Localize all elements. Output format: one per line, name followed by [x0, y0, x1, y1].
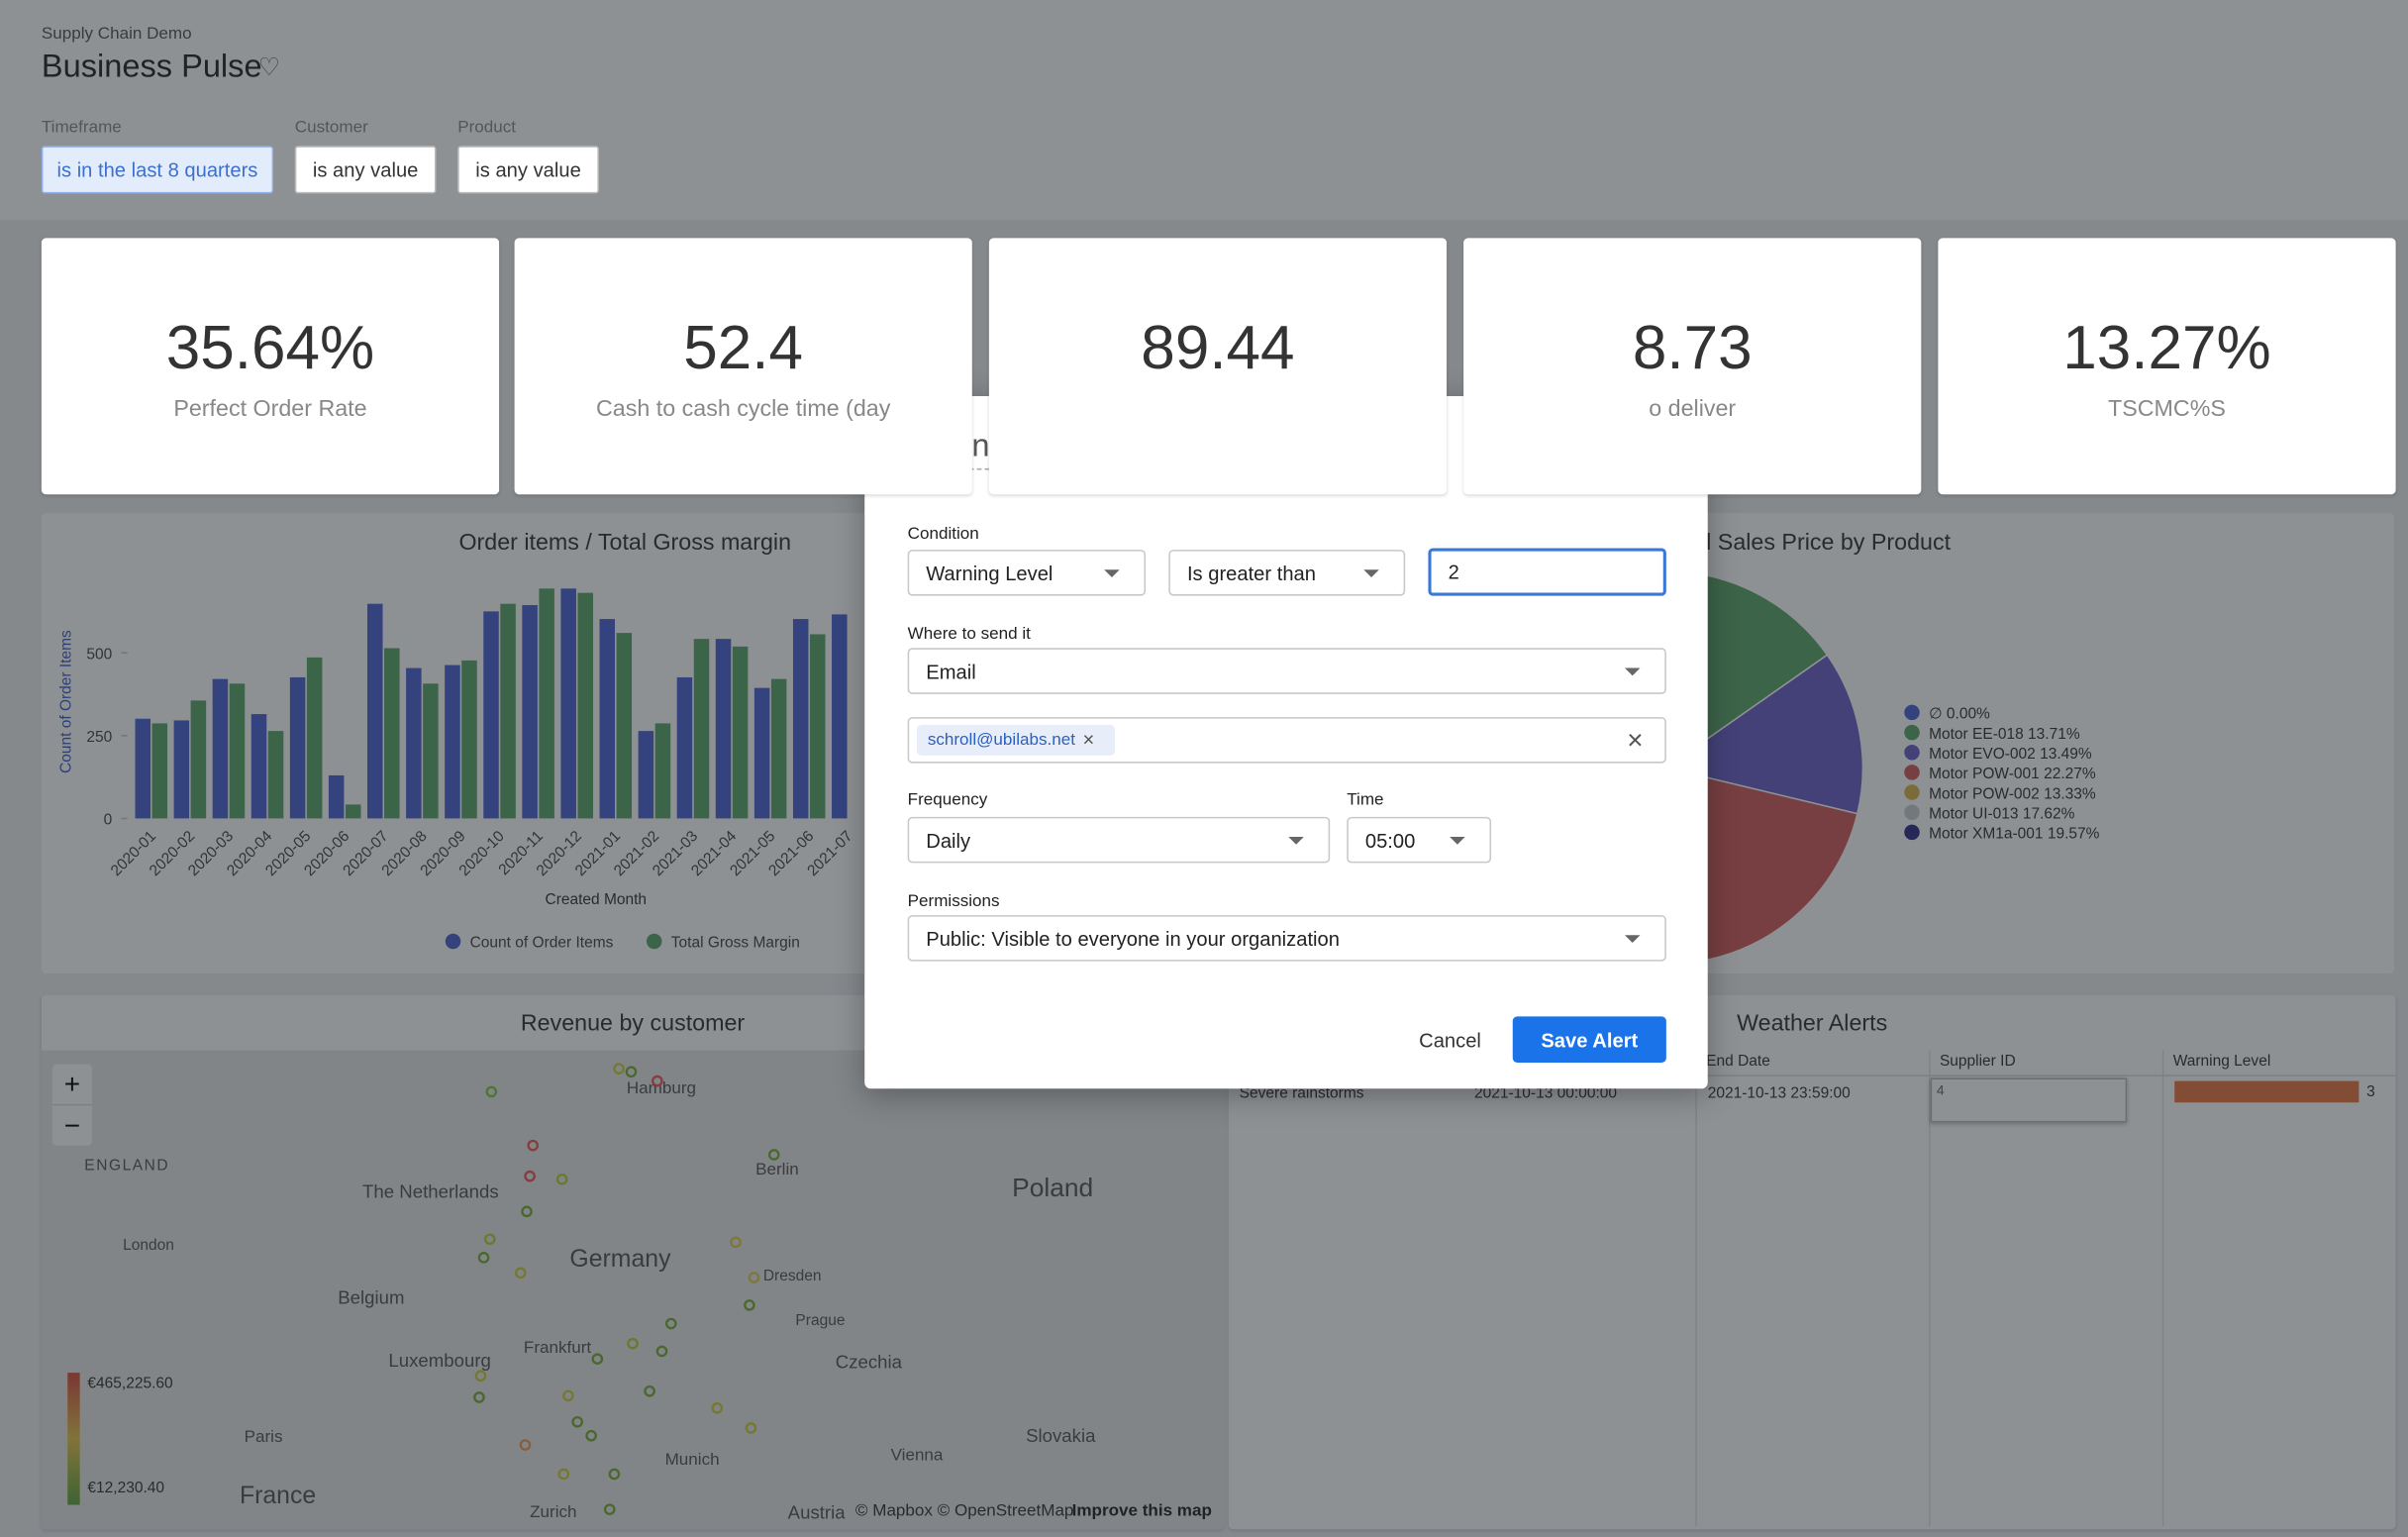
- threshold-input[interactable]: 2: [1428, 548, 1666, 596]
- field-label: Permissions: [907, 891, 1000, 911]
- kpi-value: 8.73: [1632, 314, 1753, 383]
- kpi-value: 13.27%: [2062, 314, 2271, 383]
- field-label: Time: [1347, 790, 1384, 810]
- field-label: Frequency: [907, 790, 988, 810]
- time-select[interactable]: 05:00: [1347, 816, 1492, 864]
- dropdown-caret: [1363, 569, 1379, 577]
- kpi-label: Perfect Order Rate: [173, 396, 367, 423]
- kpi-card: 52.4 Cash to cash cycle time (day: [514, 238, 972, 495]
- frequency-select[interactable]: Daily: [907, 816, 1331, 864]
- filter-label: Product: [457, 118, 517, 137]
- channel-select[interactable]: Email: [907, 648, 1666, 694]
- chip-remove[interactable]: ×: [1082, 727, 1095, 752]
- kpi-card: 13.27% TSCMC%S: [1938, 238, 2396, 495]
- kpi-card: 8.73 o deliver: [1463, 238, 1922, 495]
- kpi-label: Cash to cash cycle time (day: [595, 396, 891, 423]
- dropdown-caret: [1288, 837, 1304, 845]
- permissions-select[interactable]: Public: Visible to everyone in your orga…: [907, 915, 1666, 962]
- save-button[interactable]: Save Alert: [1512, 1016, 1666, 1063]
- filter-label: Timeframe: [41, 118, 122, 137]
- dropdown-caret: [1624, 935, 1641, 944]
- cancel-button[interactable]: Cancel: [1419, 1028, 1481, 1053]
- dropdown-caret: [1450, 837, 1465, 845]
- dropdown-caret: [1104, 569, 1120, 577]
- field-select[interactable]: Warning Level: [907, 550, 1147, 596]
- kpi-card: 89.44: [988, 238, 1448, 495]
- dropdown-caret: [1624, 667, 1641, 676]
- filter-button[interactable]: is any value: [294, 146, 437, 194]
- filter-button[interactable]: is any value: [457, 146, 599, 194]
- filter-label: Customer: [294, 118, 368, 137]
- field-label: Where to send it: [907, 625, 1031, 644]
- field-label: Condition: [907, 525, 979, 544]
- operator-select[interactable]: Is greater than: [1168, 550, 1406, 596]
- kpi-value: 89.44: [1141, 314, 1295, 383]
- clear-recipients[interactable]: ×: [1627, 724, 1644, 756]
- filter-button[interactable]: is in the last 8 quarters: [41, 146, 274, 194]
- alert-modal: 'Warning Level' is greater than 2Conditi…: [864, 396, 1708, 1089]
- kpi-card: 35.64% Perfect Order Rate: [41, 238, 500, 495]
- kpi-label: TSCMC%S: [2108, 396, 2226, 423]
- kpi-label: o deliver: [1649, 396, 1737, 423]
- recipient-chip: schroll@ubilabs.net: [916, 724, 1116, 756]
- recipient-field[interactable]: schroll@ubilabs.net × ×: [907, 717, 1666, 764]
- kpi-value: 52.4: [683, 314, 804, 383]
- kpi-value: 35.64%: [165, 314, 375, 383]
